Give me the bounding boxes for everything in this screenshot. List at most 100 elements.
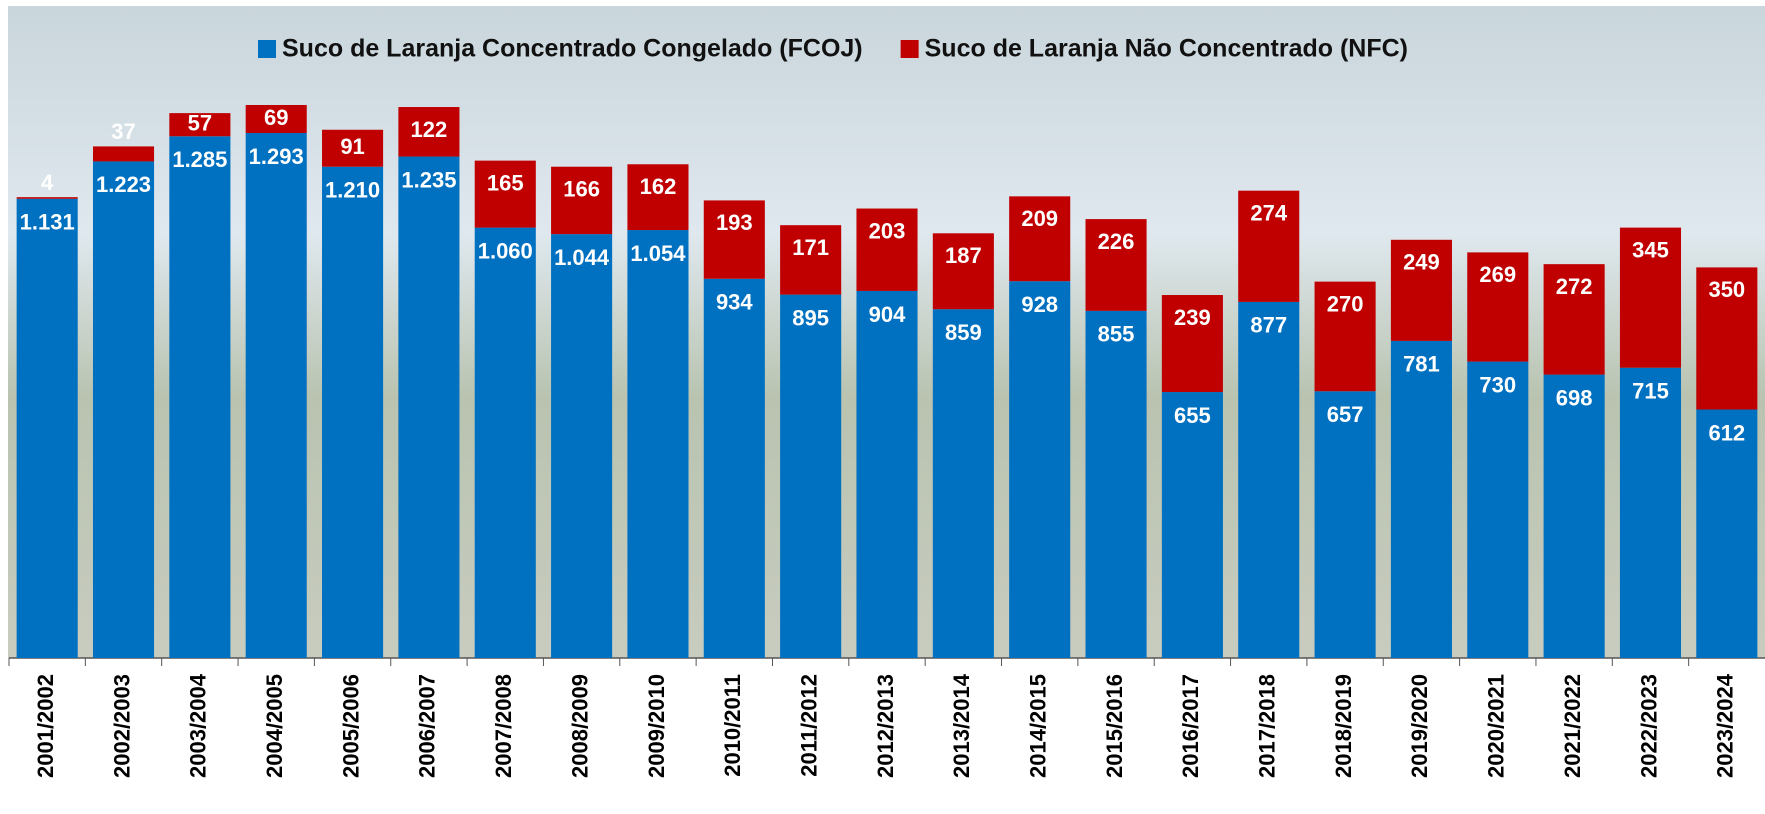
bar-segment xyxy=(1314,281,1376,392)
value-label: 91 xyxy=(340,134,364,159)
bar-segment xyxy=(703,200,765,279)
value-label: 193 xyxy=(716,210,753,235)
bar-segment xyxy=(169,113,231,137)
value-label: 1.293 xyxy=(249,144,304,169)
bar-segment xyxy=(551,234,613,658)
value-label: 269 xyxy=(1479,262,1516,287)
bar-segment xyxy=(169,136,231,659)
x-tick-label: 2001/2002 xyxy=(33,674,58,778)
bar-segment xyxy=(703,278,765,658)
bar-segment xyxy=(1161,295,1223,393)
x-tick-label: 2011/2012 xyxy=(796,674,821,777)
x-tick-label: 2002/2003 xyxy=(109,674,134,778)
x-tick-label: 2004/2005 xyxy=(262,674,287,778)
bar-segment xyxy=(627,230,689,659)
legend-swatch xyxy=(900,40,919,58)
bar-segment xyxy=(1696,409,1758,658)
bar-segment xyxy=(1085,219,1147,311)
bar-segment xyxy=(1467,252,1529,362)
value-label: 274 xyxy=(1250,200,1287,225)
x-tick-label: 2006/2007 xyxy=(415,674,440,778)
value-label: 657 xyxy=(1327,402,1364,427)
bar-segment xyxy=(16,198,78,658)
x-tick-label: 2019/2020 xyxy=(1407,674,1432,778)
bar-segment xyxy=(1238,301,1300,658)
bar-segment xyxy=(780,294,842,658)
bar-segment xyxy=(551,166,613,235)
legend-label: Suco de Laranja Não Concentrado (NFC) xyxy=(925,35,1408,63)
value-label: 203 xyxy=(869,218,906,243)
x-tick-label: 2023/2024 xyxy=(1713,673,1738,778)
bar-segment xyxy=(1314,391,1376,658)
value-label: 715 xyxy=(1632,379,1669,404)
x-tick-label: 2008/2009 xyxy=(567,674,592,778)
value-label: 162 xyxy=(640,174,677,199)
x-tick-label: 2020/2021 xyxy=(1484,674,1509,778)
value-label: 1.285 xyxy=(172,147,227,172)
bar-segment xyxy=(932,309,994,658)
value-label: 187 xyxy=(945,243,982,268)
bar-segment xyxy=(1467,361,1529,658)
value-label: 730 xyxy=(1479,372,1516,397)
x-tick-label: 2017/2018 xyxy=(1255,674,1280,778)
bar-segment xyxy=(1390,340,1452,658)
value-label: 934 xyxy=(716,290,753,315)
value-label: 1.131 xyxy=(20,210,75,235)
value-label: 272 xyxy=(1556,274,1593,299)
value-label: 1.223 xyxy=(96,172,151,197)
bar-segment xyxy=(856,290,918,658)
bar-segment xyxy=(780,225,842,295)
x-tick-label: 2009/2010 xyxy=(644,674,669,778)
value-label: 855 xyxy=(1098,322,1135,347)
x-tick-label: 2016/2017 xyxy=(1178,674,1203,778)
bar-segment xyxy=(1543,374,1605,658)
bar-segment xyxy=(245,105,307,134)
value-label: 171 xyxy=(792,235,829,260)
x-tick-label: 2005/2006 xyxy=(338,674,363,778)
legend-swatch xyxy=(258,40,276,58)
bar-segment xyxy=(474,160,536,228)
bar-segment xyxy=(1085,310,1147,658)
bar-segment xyxy=(1009,196,1071,282)
legend-label: Suco de Laranja Concentrado Congelado (F… xyxy=(282,35,863,63)
bar-segment xyxy=(322,166,384,658)
value-label: 239 xyxy=(1174,305,1211,330)
value-label: 270 xyxy=(1327,291,1364,316)
x-tick-label: 2012/2013 xyxy=(873,674,898,778)
value-label: 209 xyxy=(1021,206,1058,231)
value-label: 1.044 xyxy=(554,245,610,270)
bar-segment xyxy=(1696,267,1758,410)
bar-segment xyxy=(474,227,536,658)
bar-segment xyxy=(16,197,78,199)
value-label: 249 xyxy=(1403,250,1440,275)
bar-segment xyxy=(92,161,155,658)
value-label: 122 xyxy=(411,117,448,142)
value-label: 904 xyxy=(869,302,906,327)
value-label: 928 xyxy=(1021,292,1058,317)
value-label: 655 xyxy=(1174,403,1211,428)
value-label: 877 xyxy=(1250,313,1287,338)
value-label: 1.210 xyxy=(325,178,380,203)
x-tick-label: 2003/2004 xyxy=(186,673,211,778)
value-label: 226 xyxy=(1098,229,1135,254)
value-label: 1.060 xyxy=(478,238,533,263)
value-label: 350 xyxy=(1708,277,1745,302)
bar-segment xyxy=(1619,367,1682,658)
legend: Suco de Laranja Concentrado Congelado (F… xyxy=(258,35,1408,63)
bar-segment xyxy=(398,156,460,658)
bar-segment xyxy=(1390,239,1452,341)
value-label: 895 xyxy=(792,305,829,330)
bar-segment xyxy=(1161,392,1223,658)
x-tick-label: 2018/2019 xyxy=(1331,674,1356,778)
x-tick-label: 2007/2008 xyxy=(491,674,516,778)
value-label: 345 xyxy=(1632,237,1669,262)
value-label: 859 xyxy=(945,320,982,345)
bar-segment xyxy=(1238,190,1300,302)
bar-segment xyxy=(932,233,994,310)
value-label: 166 xyxy=(563,177,600,202)
value-label: 57 xyxy=(188,111,212,136)
value-label: 781 xyxy=(1403,352,1440,377)
value-label: 69 xyxy=(264,105,288,130)
x-tick-label: 2021/2022 xyxy=(1560,674,1585,778)
x-tick-label: 2015/2016 xyxy=(1102,674,1127,778)
